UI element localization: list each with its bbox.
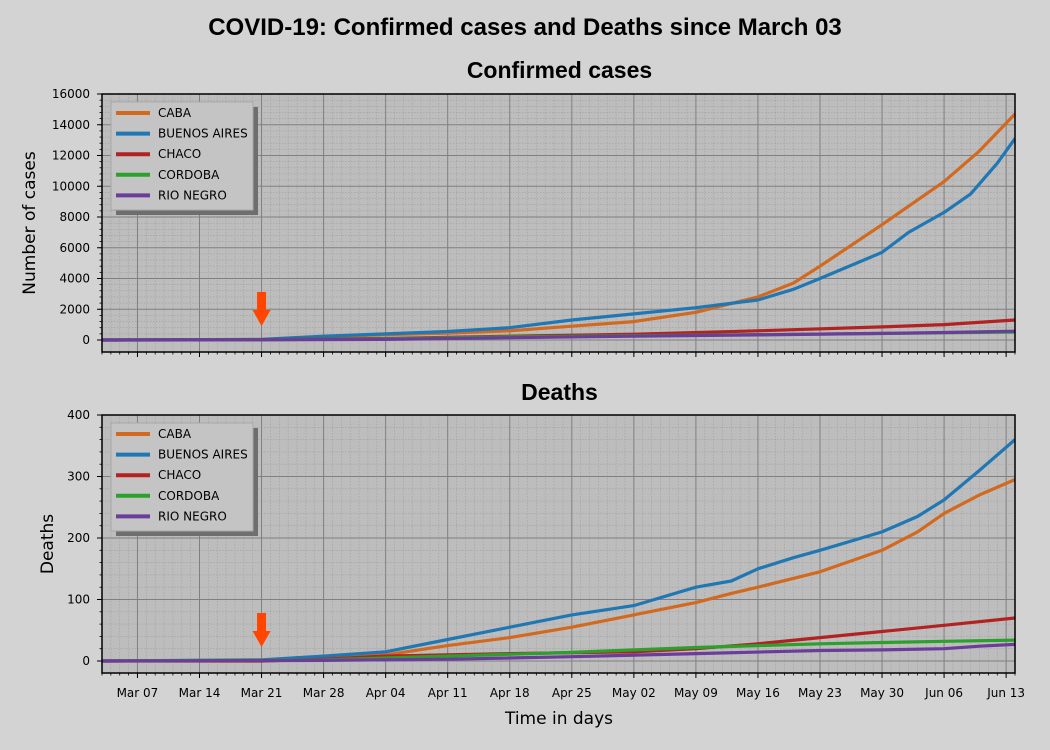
y-tick-label: 8000 xyxy=(59,210,90,224)
y-axis-label: Deaths xyxy=(38,514,58,574)
y-tick-label: 300 xyxy=(67,470,90,484)
legend-label: CHACO xyxy=(158,468,201,482)
arrow-shaft xyxy=(257,613,267,633)
legend-label: CABA xyxy=(158,106,192,120)
legend-label: CABA xyxy=(158,427,192,441)
x-tick-label: May 30 xyxy=(860,686,904,700)
arrow-head xyxy=(252,631,271,647)
y-tick-label: 12000 xyxy=(52,149,90,163)
y-tick-label: 2000 xyxy=(59,302,90,316)
figure-title: COVID-19: Confirmed cases and Deaths sin… xyxy=(208,14,842,41)
series-line xyxy=(102,642,1015,663)
y-tick-label: 400 xyxy=(67,408,90,422)
legend-label: RIO NEGRO xyxy=(158,188,227,202)
y-tick-label: 16000 xyxy=(52,87,90,101)
axes-title: Confirmed cases xyxy=(467,57,652,83)
x-tick-label: May 09 xyxy=(674,686,718,700)
arrow-annotation xyxy=(252,613,271,647)
arrow-shaft xyxy=(257,292,267,312)
arrow-head xyxy=(252,310,271,326)
x-tick-label: Apr 04 xyxy=(366,686,406,700)
legend-label: CORDOBA xyxy=(158,168,220,182)
y-tick-label: 4000 xyxy=(59,272,90,286)
x-axis-label: Time in days xyxy=(504,709,613,729)
legend-label: CORDOBA xyxy=(158,489,220,503)
arrow-annotation xyxy=(252,292,271,326)
plot-frame xyxy=(101,93,1016,353)
axes-title: Deaths xyxy=(521,379,598,405)
series-line xyxy=(102,329,1015,342)
x-tick-label: Jun 06 xyxy=(924,686,963,700)
series-line xyxy=(102,438,1015,663)
x-tick-label: Apr 11 xyxy=(428,686,468,700)
y-axis-label: Number of cases xyxy=(20,151,40,295)
x-tick-label: Mar 07 xyxy=(117,686,159,700)
series-line xyxy=(102,137,1015,342)
x-tick-label: Apr 18 xyxy=(490,686,530,700)
x-tick-label: May 23 xyxy=(798,686,842,700)
x-tick-label: Jun 13 xyxy=(986,686,1025,700)
x-tick-label: Mar 14 xyxy=(179,686,221,700)
y-tick-label: 0 xyxy=(82,654,90,668)
legend-label: BUENOS AIRES xyxy=(158,448,248,462)
confirmed-cases-chart: 0 2000 4000 6000 8000 10000 12000 14000 16000 CAB… xyxy=(20,57,1016,357)
x-tick-label: May 02 xyxy=(612,686,656,700)
y-tick-label: 6000 xyxy=(59,241,90,255)
y-tick-label: 0 xyxy=(82,333,90,347)
y-tick-label: 10000 xyxy=(52,179,90,193)
series-line xyxy=(102,638,1015,663)
y-tick-label: 100 xyxy=(67,593,90,607)
y-tick-label: 14000 xyxy=(52,118,90,132)
plot-frame xyxy=(101,414,1016,674)
legend-label: CHACO xyxy=(158,147,201,161)
x-tick-label: May 16 xyxy=(736,686,780,700)
legend-label: RIO NEGRO xyxy=(158,509,227,523)
y-tick-label: 200 xyxy=(67,531,90,545)
x-tick-label: Apr 25 xyxy=(552,686,592,700)
x-tick-label: Mar 28 xyxy=(303,686,345,700)
legend-label: BUENOS AIRES xyxy=(158,127,248,141)
deaths-chart: Mar 07 Mar 14 Mar 21 Mar 28 Apr 04 Apr 11 Apr … xyxy=(38,379,1025,700)
x-tick-label: Mar 21 xyxy=(241,686,283,700)
